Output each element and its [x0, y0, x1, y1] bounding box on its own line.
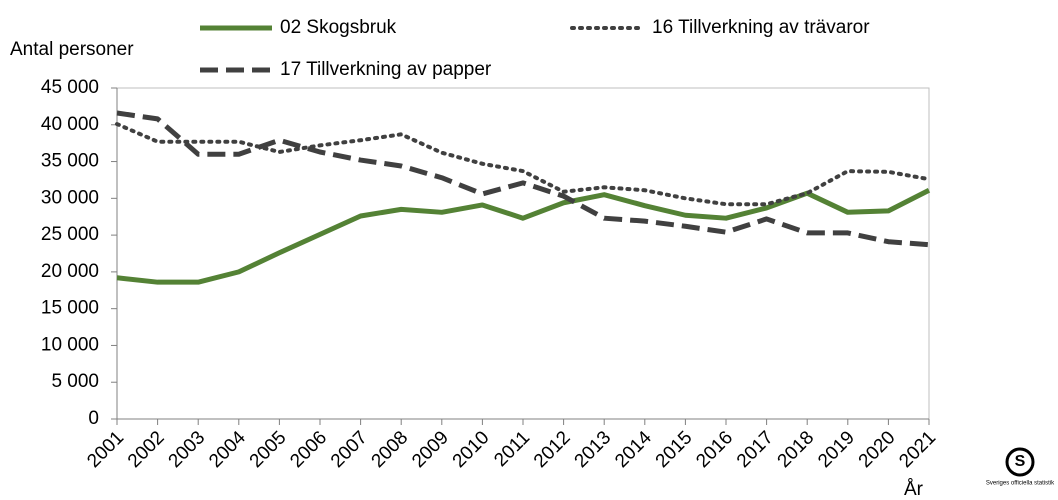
x-tick-label: 2017	[733, 427, 778, 472]
x-tick-label: 2008	[368, 427, 413, 472]
x-tick-label: 2007	[327, 427, 372, 472]
x-tick-label: 2009	[408, 427, 453, 472]
y-tick-label: 10 000	[41, 334, 99, 355]
y-tick-label: 0	[88, 408, 99, 429]
x-tick-label: 2021	[895, 427, 940, 472]
x-tick-label: 2018	[774, 427, 819, 472]
x-tick-label: 2016	[692, 427, 737, 472]
x-tick-label: 2014	[611, 427, 656, 472]
y-tick-label: 15 000	[41, 298, 99, 319]
x-tick-label: 2003	[165, 427, 210, 472]
series-line	[115, 122, 931, 207]
logo-text: Sveriges officiella statistik	[986, 481, 1055, 487]
x-tick-label: 2002	[124, 427, 169, 472]
x-tick-label: 2012	[530, 427, 575, 472]
x-tick-label: 2013	[571, 427, 616, 472]
legend-label: 02 Skogsbruk	[280, 17, 397, 38]
logo-icon	[1005, 447, 1035, 477]
series-line	[116, 188, 931, 285]
y-tick-label: 30 000	[41, 187, 99, 208]
y-tick-label: 20 000	[41, 261, 99, 282]
series-line	[116, 110, 930, 248]
y-tick-label: 5 000	[51, 371, 99, 392]
x-tick-label: 2005	[246, 427, 291, 472]
y-tick-label: 35 000	[41, 151, 99, 172]
logo: S Sveriges officiella statistik	[986, 447, 1055, 487]
x-tick-label: 2010	[449, 427, 494, 472]
plot-frame	[116, 87, 930, 420]
x-tick-label: 2011	[490, 427, 534, 471]
x-tick-label: 2004	[205, 427, 250, 472]
logo-glyph: S	[1015, 453, 1026, 470]
y-tick-label: 25 000	[41, 224, 99, 245]
y-tick-label: 45 000	[41, 77, 99, 98]
y-tick-label: 40 000	[41, 114, 99, 135]
y-axis-label: Antal personer	[10, 39, 134, 60]
x-tick-label: 2015	[652, 427, 697, 472]
x-tick-label: 2019	[814, 427, 859, 472]
legend-label: 17 Tillverkning av papper	[280, 59, 492, 80]
x-tick-label: 2001	[83, 427, 128, 472]
x-tick-label: 2020	[855, 427, 900, 472]
x-axis-label: År	[904, 479, 924, 500]
legend-label: 16 Tillverkning av trävaror	[652, 17, 870, 38]
x-tick-label: 2006	[286, 427, 331, 472]
